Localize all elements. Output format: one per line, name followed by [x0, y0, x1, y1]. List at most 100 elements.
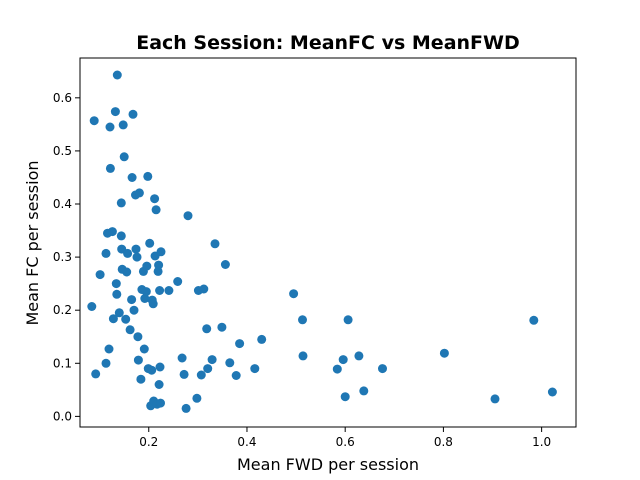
- data-point-73: [202, 324, 212, 334]
- data-point-96: [529, 315, 539, 325]
- data-point-11: [108, 314, 118, 324]
- y-tick-label-5: 0.5: [53, 144, 72, 158]
- data-point-64: [173, 277, 183, 286]
- data-point-60: [155, 362, 165, 372]
- data-point-69: [192, 393, 202, 403]
- data-point-80: [231, 371, 241, 380]
- data-point-42: [141, 287, 151, 297]
- data-point-27: [127, 295, 137, 305]
- data-point-44: [143, 171, 153, 181]
- data-point-48: [147, 365, 157, 375]
- data-point-52: [150, 194, 160, 204]
- data-point-25: [123, 248, 133, 258]
- x-tick-label-1: 0.4: [237, 435, 256, 449]
- data-point-66: [179, 369, 189, 379]
- data-point-30: [129, 305, 139, 315]
- data-point-0: [89, 116, 99, 126]
- data-point-16: [114, 308, 124, 318]
- x-tick-label-3: 0.8: [434, 435, 453, 449]
- data-point-91: [354, 351, 364, 361]
- data-point-3: [95, 270, 105, 280]
- data-point-58: [154, 380, 164, 389]
- data-point-33: [132, 252, 142, 262]
- x-tick-label-4: 1.0: [532, 435, 551, 449]
- data-point-86: [298, 351, 308, 361]
- data-point-7: [104, 344, 114, 354]
- data-point-8: [105, 122, 115, 132]
- y-tick-label-3: 0.3: [53, 250, 72, 264]
- data-point-95: [490, 394, 500, 404]
- y-tick-label-0: 0.0: [53, 409, 72, 423]
- data-point-89: [340, 392, 350, 402]
- y-axis-label: Mean FC per session: [23, 160, 42, 325]
- data-point-78: [220, 260, 230, 269]
- data-point-23: [121, 314, 131, 324]
- data-point-22: [119, 152, 129, 162]
- data-point-17: [116, 198, 126, 208]
- data-point-82: [250, 364, 260, 374]
- data-point-84: [289, 289, 299, 299]
- data-point-76: [210, 239, 220, 249]
- x-axis-label: Mean FWD per session: [237, 455, 419, 474]
- data-point-68: [183, 211, 193, 221]
- data-point-90: [343, 315, 353, 325]
- y-tick-label-4: 0.4: [53, 197, 72, 211]
- data-point-71: [196, 370, 206, 380]
- data-point-4: [101, 248, 111, 258]
- y-tick-label-1: 0.1: [53, 356, 72, 370]
- data-point-72: [199, 284, 209, 294]
- data-point-81: [235, 339, 245, 349]
- data-point-83: [257, 334, 267, 344]
- data-point-59: [155, 286, 165, 295]
- plot-frame: [79, 57, 577, 428]
- data-point-13: [112, 70, 122, 80]
- data-point-12: [110, 107, 120, 117]
- y-axis: 0.0 0.1 0.2 0.3 0.4 0.5 0.6: [53, 91, 80, 423]
- data-point-1: [87, 302, 97, 311]
- data-point-34: [133, 332, 143, 342]
- data-point-15: [112, 289, 122, 299]
- data-point-75: [207, 355, 217, 365]
- data-point-62: [156, 398, 165, 408]
- data-point-6: [101, 358, 111, 368]
- data-point-43: [142, 261, 152, 271]
- data-point-93: [378, 364, 387, 374]
- y-tick-label-2: 0.2: [53, 303, 72, 317]
- data-point-77: [217, 322, 227, 332]
- x-tick-label-2: 0.6: [336, 435, 355, 449]
- chart-title: Each Session: MeanFC vs MeanFWD: [136, 32, 520, 54]
- data-point-63: [164, 286, 174, 295]
- data-point-61: [156, 247, 166, 257]
- data-point-35: [133, 355, 143, 365]
- data-point-28: [127, 173, 137, 182]
- data-point-79: [225, 358, 235, 368]
- data-point-10: [107, 227, 117, 237]
- data-point-14: [111, 279, 121, 289]
- data-point-57: [154, 260, 164, 270]
- data-point-65: [177, 353, 187, 363]
- x-axis: 0.2 0.4 0.6 0.8 1.0: [139, 427, 551, 449]
- data-point-54: [151, 205, 161, 215]
- data-point-97: [547, 387, 557, 397]
- data-point-24: [122, 267, 132, 277]
- data-point-29: [128, 109, 138, 119]
- data-point-46: [145, 238, 155, 248]
- y-tick-label-6: 0.6: [53, 91, 72, 105]
- data-point-94: [439, 348, 449, 358]
- data-point-87: [332, 364, 342, 374]
- data-points: [87, 70, 557, 413]
- data-point-88: [338, 355, 348, 365]
- data-point-26: [125, 325, 135, 335]
- data-point-41: [140, 294, 150, 303]
- data-point-50: [148, 299, 158, 309]
- data-point-9: [105, 163, 115, 173]
- data-point-32: [131, 244, 141, 254]
- data-point-18: [116, 231, 126, 241]
- data-point-92: [359, 386, 369, 396]
- data-point-21: [118, 120, 128, 130]
- data-point-36: [134, 188, 144, 198]
- data-point-85: [298, 315, 307, 325]
- data-point-40: [139, 344, 149, 354]
- data-point-74: [203, 364, 213, 374]
